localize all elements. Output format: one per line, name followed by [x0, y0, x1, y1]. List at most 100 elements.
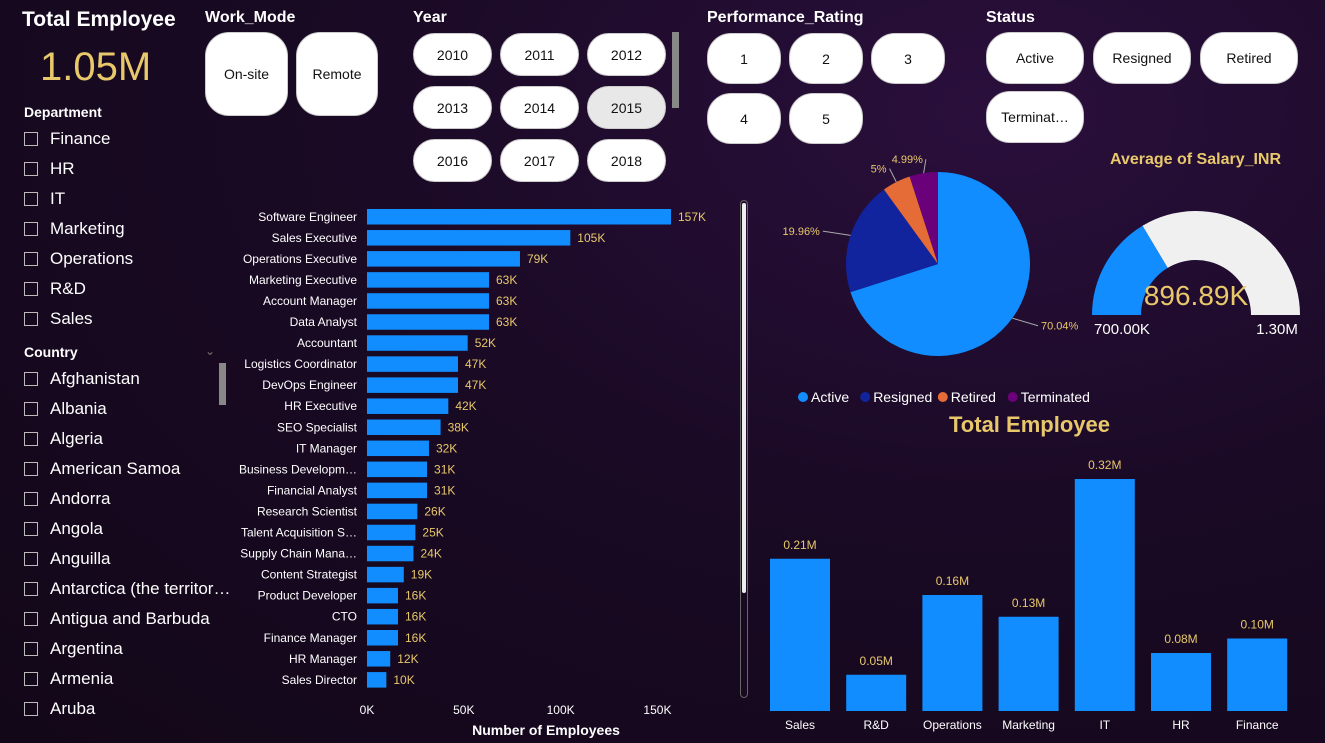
bar[interactable] — [367, 230, 571, 246]
bar[interactable] — [1151, 653, 1211, 711]
department-item[interactable]: IT — [24, 188, 65, 210]
bar[interactable] — [846, 674, 907, 711]
department-bar-chart: 0.21M Sales 0.05M R&D 0.16M Operations 0.13M Ma… — [770, 458, 1288, 732]
checkbox[interactable] — [24, 402, 38, 416]
bar[interactable] — [367, 272, 489, 288]
year-pill[interactable]: 2015 — [587, 86, 666, 129]
checkbox[interactable] — [24, 132, 38, 146]
checkbox[interactable] — [24, 522, 38, 536]
bar[interactable] — [367, 356, 459, 372]
checkbox[interactable] — [24, 642, 38, 656]
bar[interactable] — [367, 587, 398, 604]
country-item[interactable]: Antigua and Barbuda — [24, 608, 210, 630]
checkbox[interactable] — [24, 222, 38, 236]
bar[interactable] — [367, 566, 404, 583]
bar[interactable] — [367, 608, 398, 625]
bar[interactable] — [367, 335, 468, 351]
checkbox[interactable] — [24, 282, 38, 296]
checkbox[interactable] — [24, 312, 38, 326]
bar[interactable] — [998, 616, 1059, 711]
bar[interactable] — [367, 209, 671, 225]
year-pill[interactable]: 2011 — [500, 33, 579, 76]
pie-slice[interactable] — [846, 189, 938, 293]
country-item[interactable]: Antarctica (the territor… — [24, 578, 230, 600]
bar[interactable] — [367, 482, 428, 499]
bar[interactable] — [367, 377, 459, 393]
bar[interactable] — [367, 672, 387, 688]
department-item[interactable]: Finance — [24, 128, 110, 150]
performance-pill[interactable]: 5 — [789, 93, 863, 144]
status-pill[interactable]: Active — [986, 32, 1084, 84]
country-item[interactable]: Angola — [24, 518, 103, 540]
country-item[interactable]: Armenia — [24, 668, 113, 690]
country-item[interactable]: Algeria — [24, 428, 103, 450]
bar[interactable] — [367, 314, 489, 330]
checkbox[interactable] — [24, 462, 38, 476]
country-item[interactable]: American Samoa — [24, 458, 180, 480]
pie-leader-line — [1012, 317, 1039, 327]
country-item[interactable]: Aruba — [24, 698, 95, 720]
year-scrollbar[interactable] — [672, 32, 679, 108]
status-pill[interactable]: Terminat… — [986, 91, 1084, 143]
country-label: American Samoa — [50, 459, 181, 478]
checkbox[interactable] — [24, 162, 38, 176]
bar[interactable] — [1227, 638, 1288, 712]
performance-pill[interactable]: 1 — [707, 33, 781, 84]
checkbox[interactable] — [24, 372, 38, 386]
bar[interactable] — [367, 651, 391, 667]
country-scrollbar[interactable] — [219, 363, 226, 405]
country-item[interactable]: Anguilla — [24, 548, 111, 570]
pie-slice[interactable] — [850, 172, 1030, 356]
checkbox[interactable] — [24, 672, 38, 686]
bar[interactable] — [367, 398, 449, 414]
department-item[interactable]: Sales — [24, 308, 93, 330]
country-item[interactable]: Andorra — [24, 488, 110, 510]
checkbox[interactable] — [24, 252, 38, 266]
checkbox[interactable] — [24, 432, 38, 446]
year-pill[interactable]: 2012 — [587, 33, 666, 76]
checkbox[interactable] — [24, 612, 38, 626]
bar[interactable] — [367, 524, 416, 541]
year-pill[interactable]: 2013 — [413, 86, 492, 129]
bar-category-label: Account Manager — [263, 294, 357, 308]
status-pill[interactable]: Retired — [1200, 32, 1298, 84]
year-pill[interactable]: 2016 — [413, 139, 492, 182]
checkbox[interactable] — [24, 582, 38, 596]
checkbox[interactable] — [24, 492, 38, 506]
bar[interactable] — [367, 419, 441, 436]
year-pill[interactable]: 2010 — [413, 33, 492, 76]
year-pill[interactable]: 2018 — [587, 139, 666, 182]
department-item[interactable]: Marketing — [24, 218, 125, 240]
performance-pill[interactable]: 4 — [707, 93, 781, 144]
checkbox[interactable] — [24, 552, 38, 566]
country-item[interactable]: Albania — [24, 398, 107, 420]
pie-slice[interactable] — [883, 176, 938, 264]
bar[interactable] — [367, 293, 489, 309]
bar[interactable] — [770, 558, 830, 711]
department-item[interactable]: R&D — [24, 278, 86, 300]
bar-chart-scrollbar[interactable] — [740, 200, 748, 698]
work-mode-remote[interactable]: Remote — [296, 32, 378, 116]
year-pill[interactable]: 2017 — [500, 139, 579, 182]
checkbox[interactable] — [24, 192, 38, 206]
bar[interactable] — [1074, 479, 1135, 711]
performance-pill[interactable]: 3 — [871, 33, 945, 84]
country-item[interactable]: Argentina — [24, 638, 123, 660]
year-pill[interactable]: 2014 — [500, 86, 579, 129]
status-pill[interactable]: Resigned — [1093, 32, 1191, 84]
bar[interactable] — [367, 545, 414, 562]
work-mode-onsite[interactable]: On-site — [205, 32, 288, 116]
bar[interactable] — [367, 251, 520, 267]
bar[interactable] — [367, 630, 398, 646]
checkbox[interactable] — [24, 702, 38, 716]
chevron-down-icon[interactable]: ⌄ — [205, 344, 216, 358]
pie-slice[interactable] — [909, 172, 938, 264]
bar[interactable] — [922, 595, 983, 711]
bar[interactable] — [367, 461, 428, 478]
department-item[interactable]: Operations — [24, 248, 133, 270]
department-item[interactable]: HR — [24, 158, 75, 180]
bar[interactable] — [367, 440, 429, 457]
performance-pill[interactable]: 2 — [789, 33, 863, 84]
bar[interactable] — [367, 503, 418, 520]
country-item[interactable]: Afghanistan — [24, 368, 140, 390]
